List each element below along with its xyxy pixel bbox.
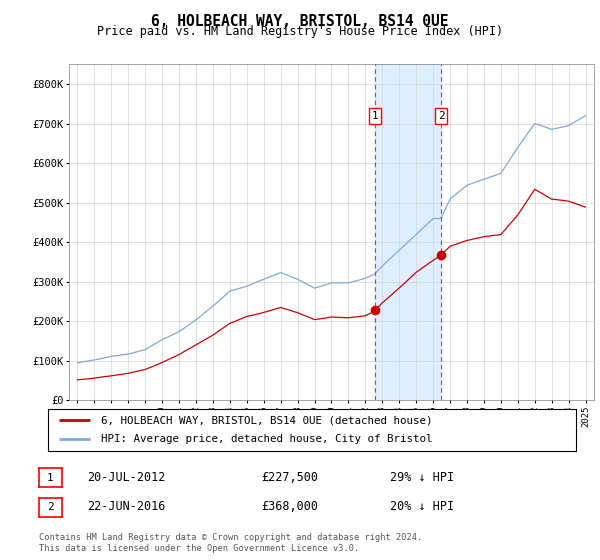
Text: 20% ↓ HPI: 20% ↓ HPI xyxy=(390,500,454,514)
Text: 22-JUN-2016: 22-JUN-2016 xyxy=(87,500,166,514)
Text: Contains HM Land Registry data © Crown copyright and database right 2024.
This d: Contains HM Land Registry data © Crown c… xyxy=(39,533,422,553)
Text: £368,000: £368,000 xyxy=(261,500,318,514)
Text: 6, HOLBEACH WAY, BRISTOL, BS14 0UE (detached house): 6, HOLBEACH WAY, BRISTOL, BS14 0UE (deta… xyxy=(101,415,432,425)
Text: 6, HOLBEACH WAY, BRISTOL, BS14 0UE: 6, HOLBEACH WAY, BRISTOL, BS14 0UE xyxy=(151,14,449,29)
Text: 1: 1 xyxy=(371,111,378,121)
Text: 20-JUL-2012: 20-JUL-2012 xyxy=(87,470,166,484)
Text: HPI: Average price, detached house, City of Bristol: HPI: Average price, detached house, City… xyxy=(101,435,432,445)
Text: Price paid vs. HM Land Registry's House Price Index (HPI): Price paid vs. HM Land Registry's House … xyxy=(97,25,503,38)
Text: 2: 2 xyxy=(47,502,54,512)
Text: 1: 1 xyxy=(47,473,54,483)
Text: 29% ↓ HPI: 29% ↓ HPI xyxy=(390,470,454,484)
Text: £227,500: £227,500 xyxy=(261,470,318,484)
Bar xyxy=(374,64,441,400)
Text: 2: 2 xyxy=(437,111,445,121)
